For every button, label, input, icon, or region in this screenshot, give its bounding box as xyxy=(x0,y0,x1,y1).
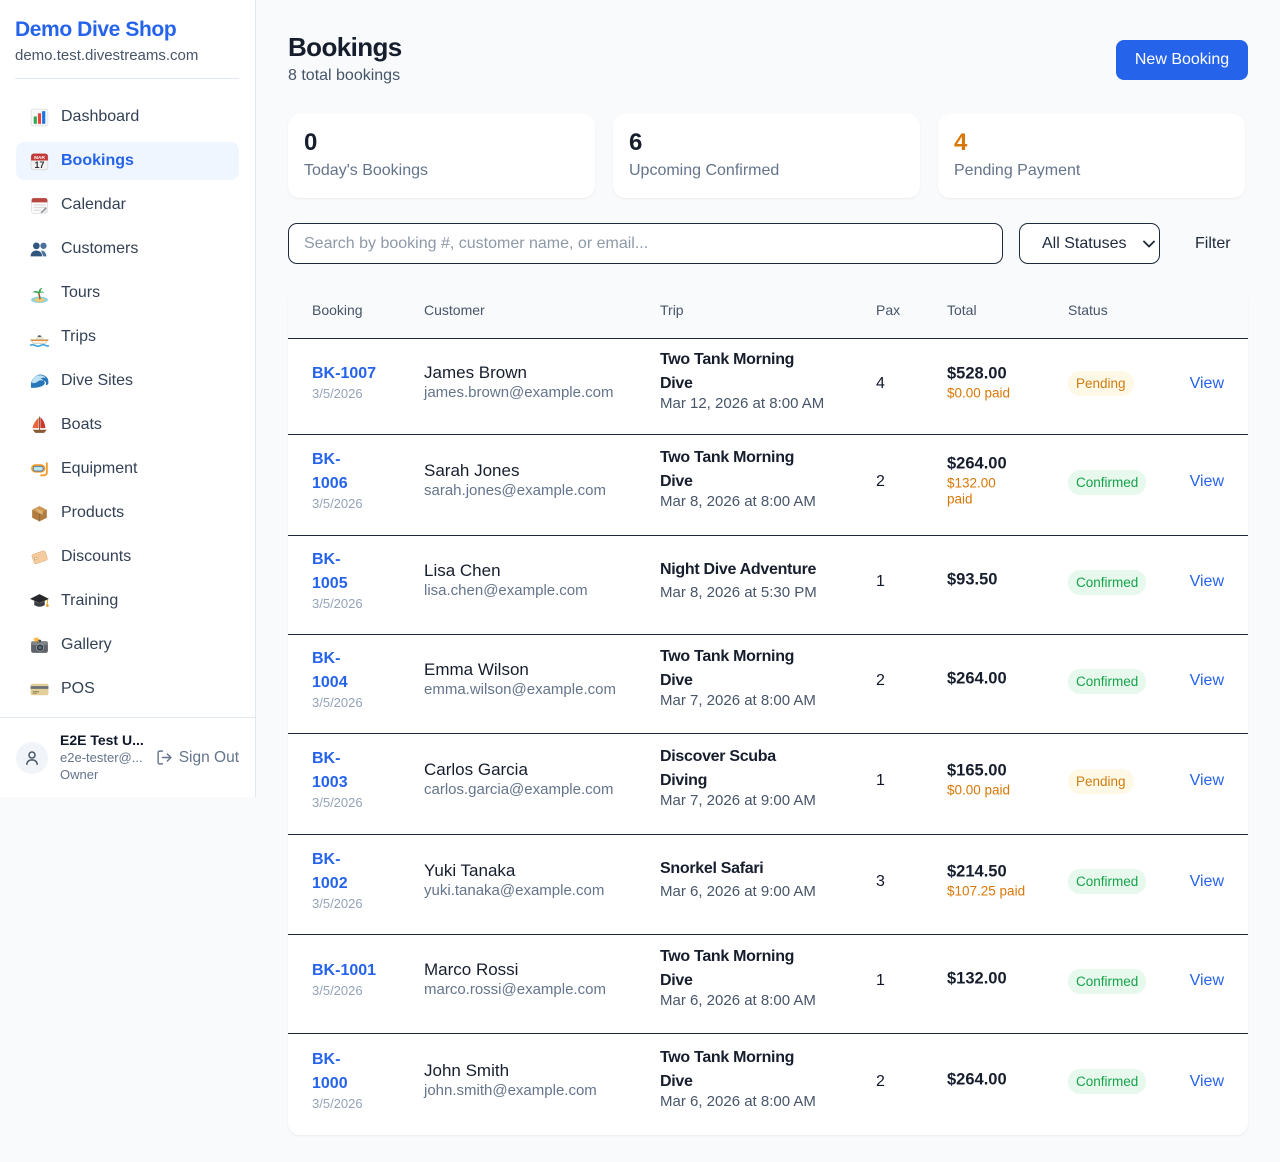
svg-text:MAR: MAR xyxy=(34,154,45,160)
svg-text:17: 17 xyxy=(35,160,45,170)
